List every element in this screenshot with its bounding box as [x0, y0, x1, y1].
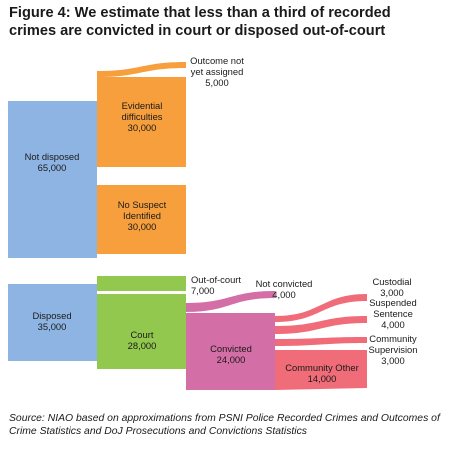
label-no-suspect: No Suspect Identified 30,000: [118, 199, 167, 232]
label-disposed: Disposed 35,000: [32, 310, 71, 332]
node-out-of-court: [97, 276, 186, 291]
label-not-convicted: Not convicted 4,000: [256, 278, 313, 300]
node-convicted: [186, 313, 275, 390]
figure-title: Figure 4: We estimate that less than a t…: [9, 5, 391, 39]
node-disposed: [8, 284, 97, 361]
source-note: Source: NIAO based on approximations fro…: [9, 413, 440, 437]
node-court: [97, 294, 186, 369]
label-community-other: Community Other 14,000: [285, 362, 358, 384]
label-suspended: Suspended Sentence 4,000: [369, 297, 416, 330]
label-evidential: Evidential difficulties 30,000: [122, 100, 163, 133]
node-evidential: [97, 77, 186, 167]
label-outcome-not-assigned: Outcome not yet assigned 5,000: [190, 55, 244, 88]
node-not-disposed: [8, 101, 97, 258]
node-custodial: [275, 294, 367, 322]
label-out-of-court: Out-of-court 7,000: [191, 274, 241, 296]
node-not-convicted: [186, 291, 275, 312]
node-no-suspect: [97, 185, 186, 254]
label-convicted: Convicted 24,000: [210, 343, 252, 365]
node-suspended: [275, 316, 367, 334]
label-community-supervision: Community Supervision 3,000: [369, 333, 418, 366]
node-community-supervision: [275, 337, 367, 346]
label-not-disposed: Not disposed 65,000: [25, 151, 80, 173]
label-court: Court 28,000: [128, 329, 157, 351]
label-custodial: Custodial 3,000: [372, 276, 411, 298]
node-outcome-not-assigned: [97, 62, 186, 77]
node-community-other: [275, 350, 367, 390]
